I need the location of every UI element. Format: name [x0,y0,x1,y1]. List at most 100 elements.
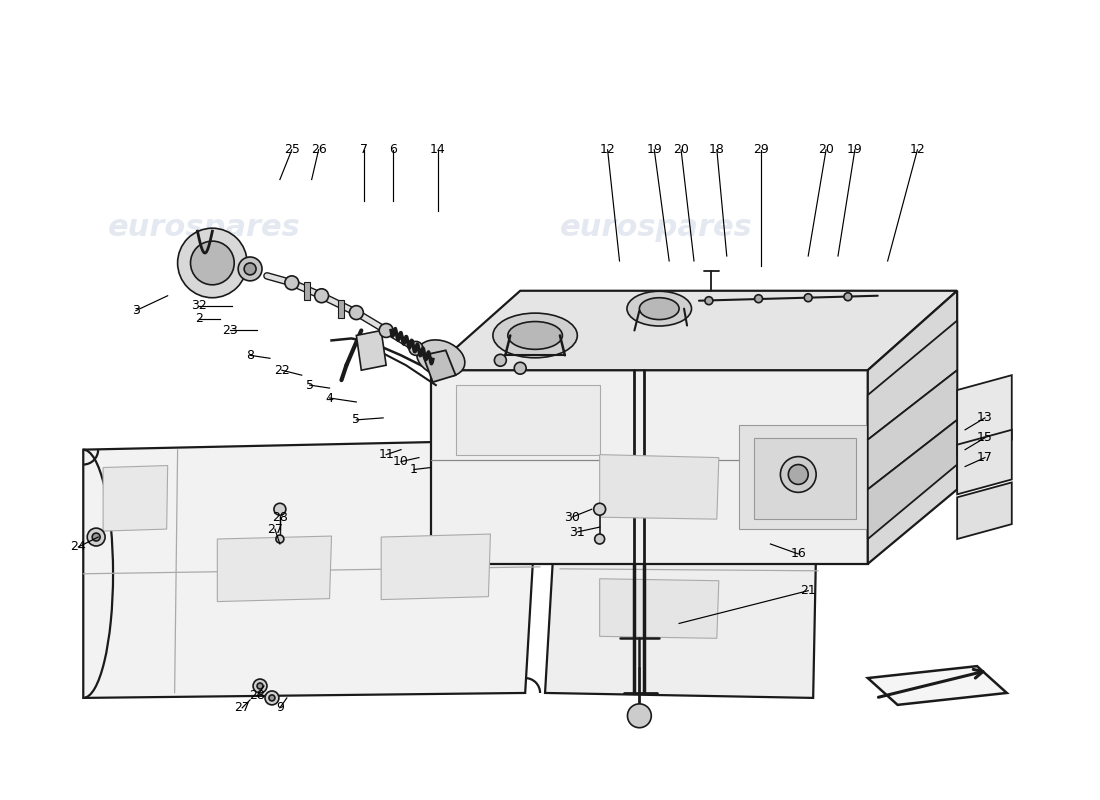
Polygon shape [957,482,1012,539]
Text: 18: 18 [708,143,725,156]
Text: eurospares: eurospares [108,610,300,639]
Text: 28: 28 [272,510,288,524]
Text: 19: 19 [847,143,862,156]
Polygon shape [957,375,1012,454]
Text: 2: 2 [196,312,204,325]
Text: eurospares: eurospares [560,213,752,242]
Polygon shape [431,370,868,564]
Text: 32: 32 [191,299,207,312]
Circle shape [804,294,812,302]
Circle shape [253,679,267,693]
Ellipse shape [417,340,465,377]
Text: 21: 21 [801,584,816,597]
Circle shape [627,704,651,728]
Polygon shape [218,536,331,602]
Text: 1: 1 [410,463,418,476]
Text: 22: 22 [274,364,289,377]
Text: 5: 5 [306,378,313,392]
Polygon shape [455,385,600,454]
Text: 26: 26 [310,143,327,156]
Text: 9: 9 [276,702,284,714]
Text: 13: 13 [977,411,993,424]
Polygon shape [84,440,540,698]
Text: 25: 25 [284,143,299,156]
Circle shape [315,289,329,302]
Polygon shape [868,290,957,564]
Text: 23: 23 [222,324,238,337]
Circle shape [92,533,100,541]
Circle shape [270,695,275,701]
Polygon shape [957,430,1012,494]
Circle shape [594,503,606,515]
Text: 20: 20 [818,143,834,156]
Text: 11: 11 [378,448,394,461]
Text: 27: 27 [267,522,283,535]
Circle shape [239,257,262,281]
Circle shape [705,297,713,305]
Polygon shape [304,282,310,300]
Polygon shape [544,440,818,698]
Polygon shape [868,420,957,539]
Text: eurospares: eurospares [108,213,300,242]
Circle shape [595,534,605,544]
Circle shape [274,503,286,515]
Polygon shape [356,330,386,370]
Polygon shape [422,350,455,382]
Text: eurospares: eurospares [560,606,752,634]
Circle shape [257,683,263,689]
Text: 10: 10 [393,455,409,468]
Polygon shape [754,438,856,519]
Text: 17: 17 [977,451,993,464]
Text: 28: 28 [249,690,265,702]
Text: 5: 5 [352,414,361,426]
Ellipse shape [639,298,679,319]
Text: 6: 6 [389,143,397,156]
Circle shape [177,228,248,298]
Circle shape [87,528,106,546]
Circle shape [494,354,506,366]
Polygon shape [339,300,344,318]
Text: 8: 8 [246,349,254,362]
Text: eurospares: eurospares [108,606,300,634]
Text: 24: 24 [70,541,86,554]
Circle shape [515,362,526,374]
Polygon shape [868,370,957,490]
Polygon shape [600,454,718,519]
Circle shape [276,535,284,543]
Text: 19: 19 [647,143,662,156]
Circle shape [755,294,762,302]
Text: 14: 14 [430,143,446,156]
Polygon shape [600,578,718,638]
Circle shape [379,323,393,338]
Circle shape [844,293,851,301]
Circle shape [789,465,808,485]
Circle shape [350,306,363,319]
Circle shape [190,241,234,285]
Polygon shape [739,425,868,529]
Text: 15: 15 [977,431,993,444]
Circle shape [285,276,299,290]
Text: 3: 3 [132,304,140,317]
Ellipse shape [508,322,562,350]
Text: 12: 12 [600,143,616,156]
Polygon shape [868,321,957,440]
Circle shape [409,342,422,355]
Ellipse shape [627,291,692,326]
Circle shape [244,263,256,275]
Polygon shape [868,666,1007,705]
Polygon shape [431,290,957,370]
Text: eurospares: eurospares [560,610,752,639]
Text: 31: 31 [569,526,585,538]
Text: 7: 7 [361,143,368,156]
Circle shape [265,691,279,705]
Ellipse shape [493,313,578,358]
Text: 27: 27 [234,702,250,714]
Text: 16: 16 [791,547,806,561]
Text: 4: 4 [326,391,333,405]
Polygon shape [103,466,167,531]
Text: 20: 20 [673,143,689,156]
Text: 29: 29 [752,143,769,156]
Polygon shape [382,534,491,600]
Text: 30: 30 [564,510,580,524]
Text: 12: 12 [910,143,925,156]
